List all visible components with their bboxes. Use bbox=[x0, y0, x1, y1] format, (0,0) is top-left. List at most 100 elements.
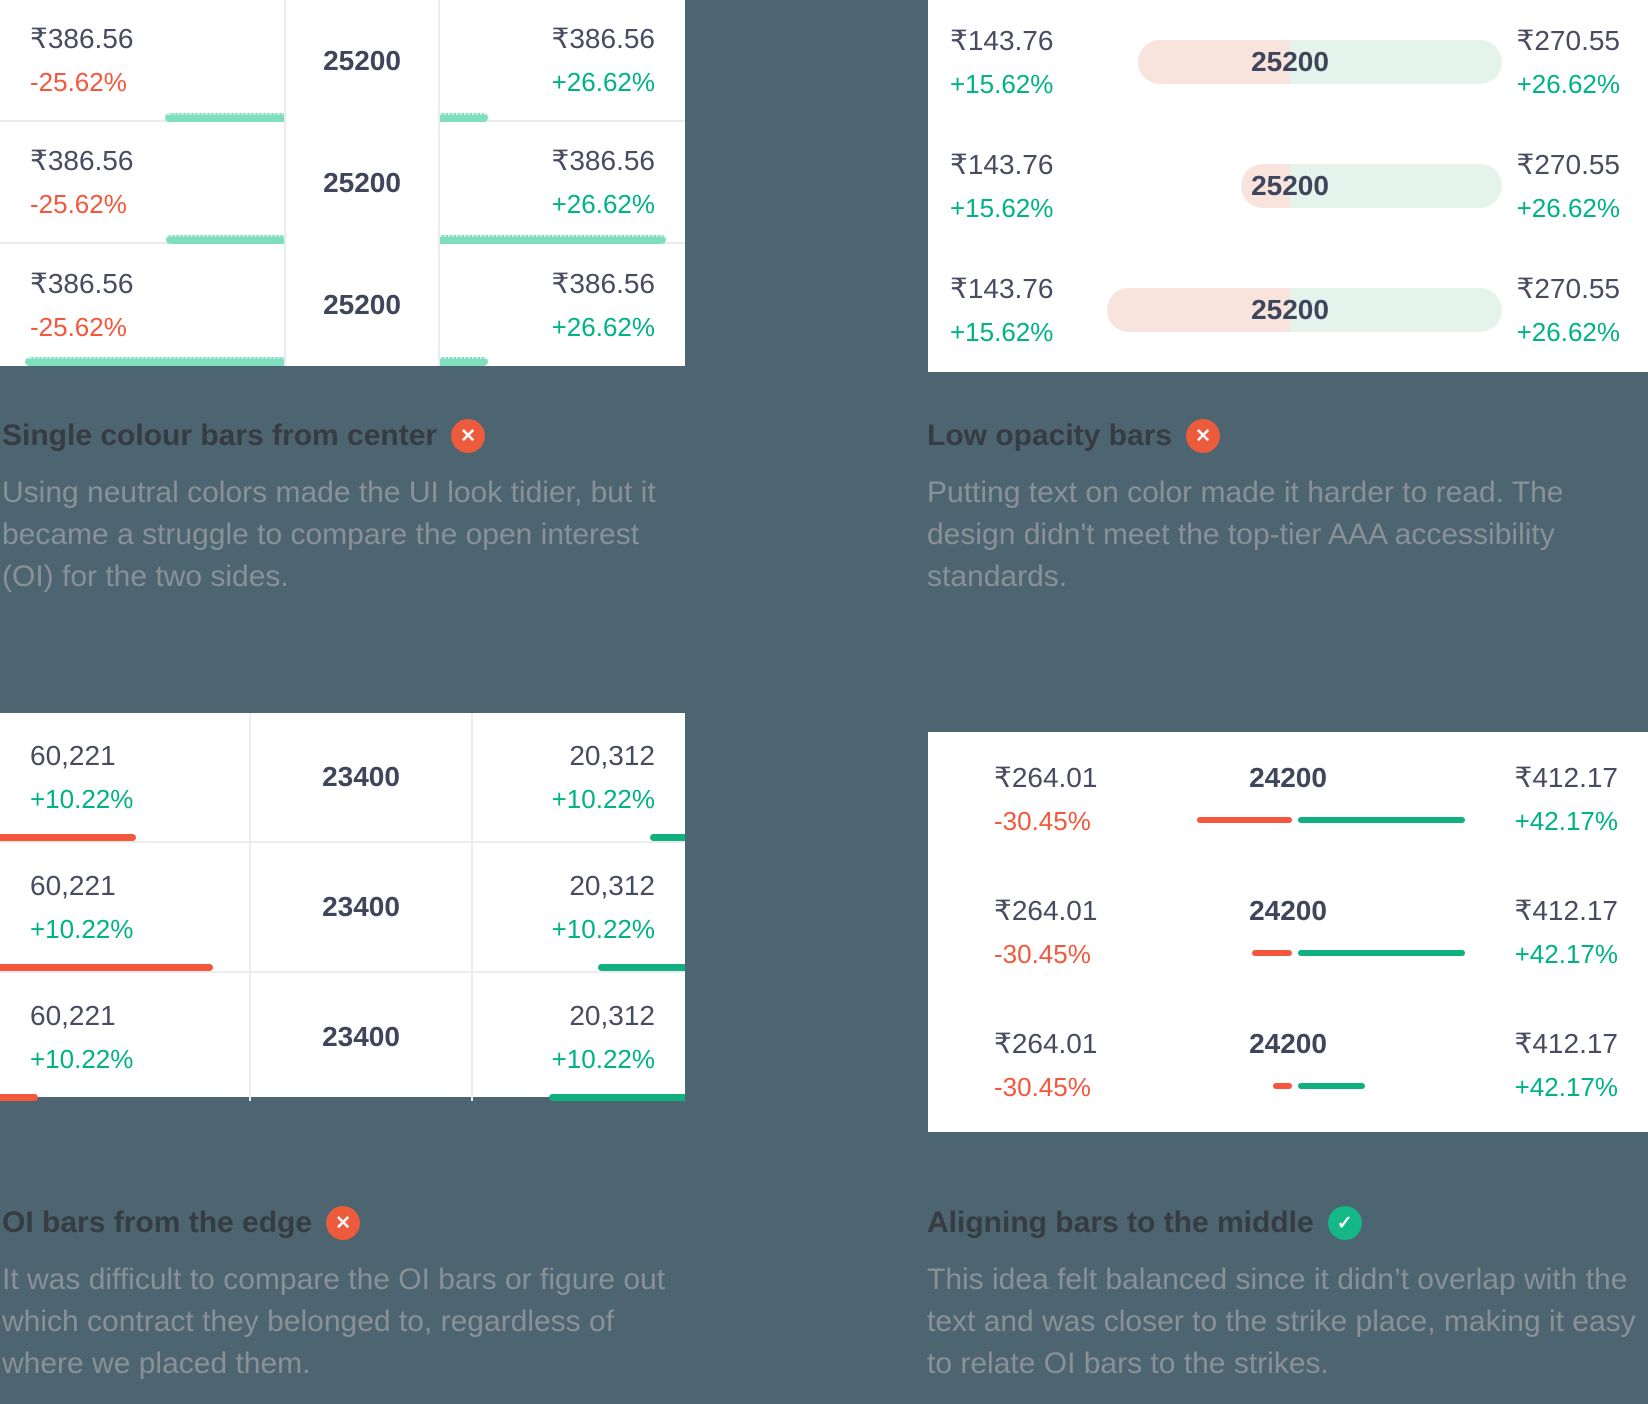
panel-middle-aligned-bars: ₹264.01 -30.45% 24200 ₹412.17 +42.17% ₹2… bbox=[928, 732, 1648, 1132]
call-oi-pill bbox=[1290, 40, 1502, 84]
rejected-badge: ✕ bbox=[326, 1206, 361, 1240]
caption-low-opacity: Low opacity bars ✕ Putting text on color… bbox=[927, 418, 1639, 598]
cross-icon: ✕ bbox=[1195, 425, 1212, 447]
strike-cell: 24200 bbox=[1188, 998, 1388, 1131]
put-price: ₹386.56 bbox=[30, 23, 134, 54]
put-oi-bar bbox=[0, 834, 136, 841]
put-change: -30.45% bbox=[994, 805, 1091, 836]
put-cell: ₹143.76 +15.62% bbox=[928, 124, 1053, 248]
caption-title: Aligning bars to the middle bbox=[927, 1206, 1314, 1239]
panel-single-colour-bars: ₹386.56 -25.62% 25200 ₹386.56 +26.62% ₹3… bbox=[0, 0, 685, 366]
call-change: +10.22% bbox=[551, 1044, 655, 1074]
put-oi-bar bbox=[0, 964, 213, 971]
strike-cell: 23400 bbox=[249, 713, 473, 841]
call-oi-bar bbox=[1298, 1082, 1365, 1089]
put-cell: ₹264.01 -30.45% bbox=[928, 998, 1188, 1131]
put-cell: ₹143.76 +15.62% bbox=[928, 0, 1053, 124]
call-price: ₹412.17 bbox=[1514, 761, 1618, 793]
put-oi: 60,221 bbox=[30, 740, 116, 771]
put-oi-bar bbox=[1273, 1082, 1292, 1089]
strike-cell: 24200 bbox=[1188, 732, 1388, 865]
strike-price: 25200 bbox=[323, 167, 401, 198]
call-oi: 20,312 bbox=[569, 1000, 655, 1031]
option-chain-row: 60,221 +10.22% 23400 20,312 +10.22% bbox=[0, 843, 685, 973]
option-chain-row: ₹264.01 -30.45% 24200 ₹412.17 +42.17% bbox=[928, 998, 1648, 1131]
strike-cell: 25200 bbox=[284, 0, 440, 122]
put-change: +15.62% bbox=[950, 193, 1054, 223]
put-oi-bar bbox=[166, 235, 284, 244]
strike-price: 24200 bbox=[1249, 1027, 1327, 1059]
call-cell: 20,312 +10.22% bbox=[473, 973, 685, 1101]
call-change: +26.62% bbox=[1516, 193, 1620, 223]
strike-price: 23400 bbox=[322, 891, 400, 922]
call-price: ₹386.56 bbox=[551, 268, 655, 299]
put-cell: ₹386.56 -25.62% bbox=[0, 244, 284, 366]
strike-cell: 23400 bbox=[249, 973, 473, 1101]
call-price: ₹270.55 bbox=[1516, 273, 1620, 304]
caption-heading-row: Low opacity bars ✕ bbox=[927, 418, 1639, 454]
put-cell: ₹264.01 -30.45% bbox=[928, 732, 1188, 865]
rejected-badge: ✕ bbox=[1186, 419, 1221, 453]
panel-low-opacity-bars: ₹143.76 +15.62% ₹270.55 +26.62% 25200 ₹1… bbox=[928, 0, 1648, 372]
put-cell: 60,221 +10.22% bbox=[0, 973, 249, 1101]
put-oi-pill bbox=[1107, 288, 1290, 332]
strike-price: 24200 bbox=[1249, 761, 1327, 793]
call-change: +26.62% bbox=[551, 67, 655, 97]
call-oi: 20,312 bbox=[569, 740, 655, 771]
call-cell: 20,312 +10.22% bbox=[473, 843, 685, 971]
strike-price: 23400 bbox=[322, 761, 400, 792]
caption-single-colour: Single colour bars from center ✕ Using n… bbox=[2, 418, 692, 598]
strike-cell: 25200 bbox=[284, 122, 440, 244]
call-change: +42.17% bbox=[1514, 1071, 1618, 1102]
option-chain-row: ₹386.56 -25.62% 25200 ₹386.56 +26.62% bbox=[0, 0, 685, 122]
call-cell: ₹386.56 +26.62% bbox=[440, 244, 685, 366]
put-oi: 60,221 bbox=[30, 870, 116, 901]
call-change: +26.62% bbox=[1516, 317, 1620, 347]
call-change: +42.17% bbox=[1514, 805, 1618, 836]
put-cell: 60,221 +10.22% bbox=[0, 843, 249, 971]
caption-body: It was difficult to compare the OI bars … bbox=[2, 1263, 666, 1380]
put-cell: ₹386.56 -25.62% bbox=[0, 0, 284, 122]
call-change: +10.22% bbox=[551, 914, 655, 944]
call-oi-pill bbox=[1290, 164, 1502, 208]
put-price: ₹264.01 bbox=[994, 1027, 1098, 1059]
put-change: +10.22% bbox=[30, 914, 134, 944]
call-cell: ₹412.17 +42.17% bbox=[1388, 865, 1648, 998]
call-oi-bar bbox=[1298, 949, 1465, 956]
call-oi-bar bbox=[650, 834, 685, 841]
call-price: ₹270.55 bbox=[1516, 25, 1620, 56]
strike-price: 25200 bbox=[323, 289, 401, 320]
call-cell: ₹270.55 +26.62% bbox=[1517, 124, 1648, 248]
call-cell: ₹412.17 +42.17% bbox=[1388, 998, 1648, 1131]
caption-title: Single colour bars from center bbox=[2, 419, 438, 452]
put-oi-pill bbox=[1241, 164, 1290, 208]
caption-body: Putting text on color made it harder to … bbox=[927, 476, 1564, 593]
caption-title: OI bars from the edge bbox=[2, 1206, 313, 1239]
put-cell: ₹143.76 +15.62% bbox=[928, 248, 1053, 372]
strike-cell: 23400 bbox=[249, 843, 473, 971]
put-cell: 60,221 +10.22% bbox=[0, 713, 249, 841]
put-change: -25.62% bbox=[30, 312, 127, 342]
put-price: ₹143.76 bbox=[950, 273, 1054, 304]
strike-price: 25200 bbox=[1251, 170, 1329, 201]
caption-title: Low opacity bars bbox=[927, 419, 1173, 452]
approved-badge: ✓ bbox=[1327, 1206, 1362, 1240]
put-oi-bar bbox=[165, 113, 284, 122]
call-price: ₹386.56 bbox=[551, 23, 655, 54]
call-change: +42.17% bbox=[1514, 938, 1618, 969]
put-oi-bar bbox=[1252, 949, 1292, 956]
put-oi: 60,221 bbox=[30, 1000, 116, 1031]
call-cell: ₹412.17 +42.17% bbox=[1388, 732, 1648, 865]
caption-heading-row: Aligning bars to the middle ✓ bbox=[927, 1205, 1643, 1241]
call-cell: 20,312 +10.22% bbox=[473, 713, 685, 841]
call-price: ₹412.17 bbox=[1514, 1027, 1618, 1059]
caption-body: This idea felt balanced since it didn’t … bbox=[927, 1263, 1636, 1380]
caption-heading-row: OI bars from the edge ✕ bbox=[2, 1205, 702, 1241]
put-price: ₹143.76 bbox=[950, 149, 1054, 180]
put-price: ₹386.56 bbox=[30, 268, 134, 299]
option-chain-row: ₹143.76 +15.62% ₹270.55 +26.62% 25200 bbox=[928, 0, 1648, 124]
call-price: ₹412.17 bbox=[1514, 894, 1618, 926]
cross-icon: ✕ bbox=[460, 425, 477, 447]
put-price: ₹264.01 bbox=[994, 761, 1098, 793]
